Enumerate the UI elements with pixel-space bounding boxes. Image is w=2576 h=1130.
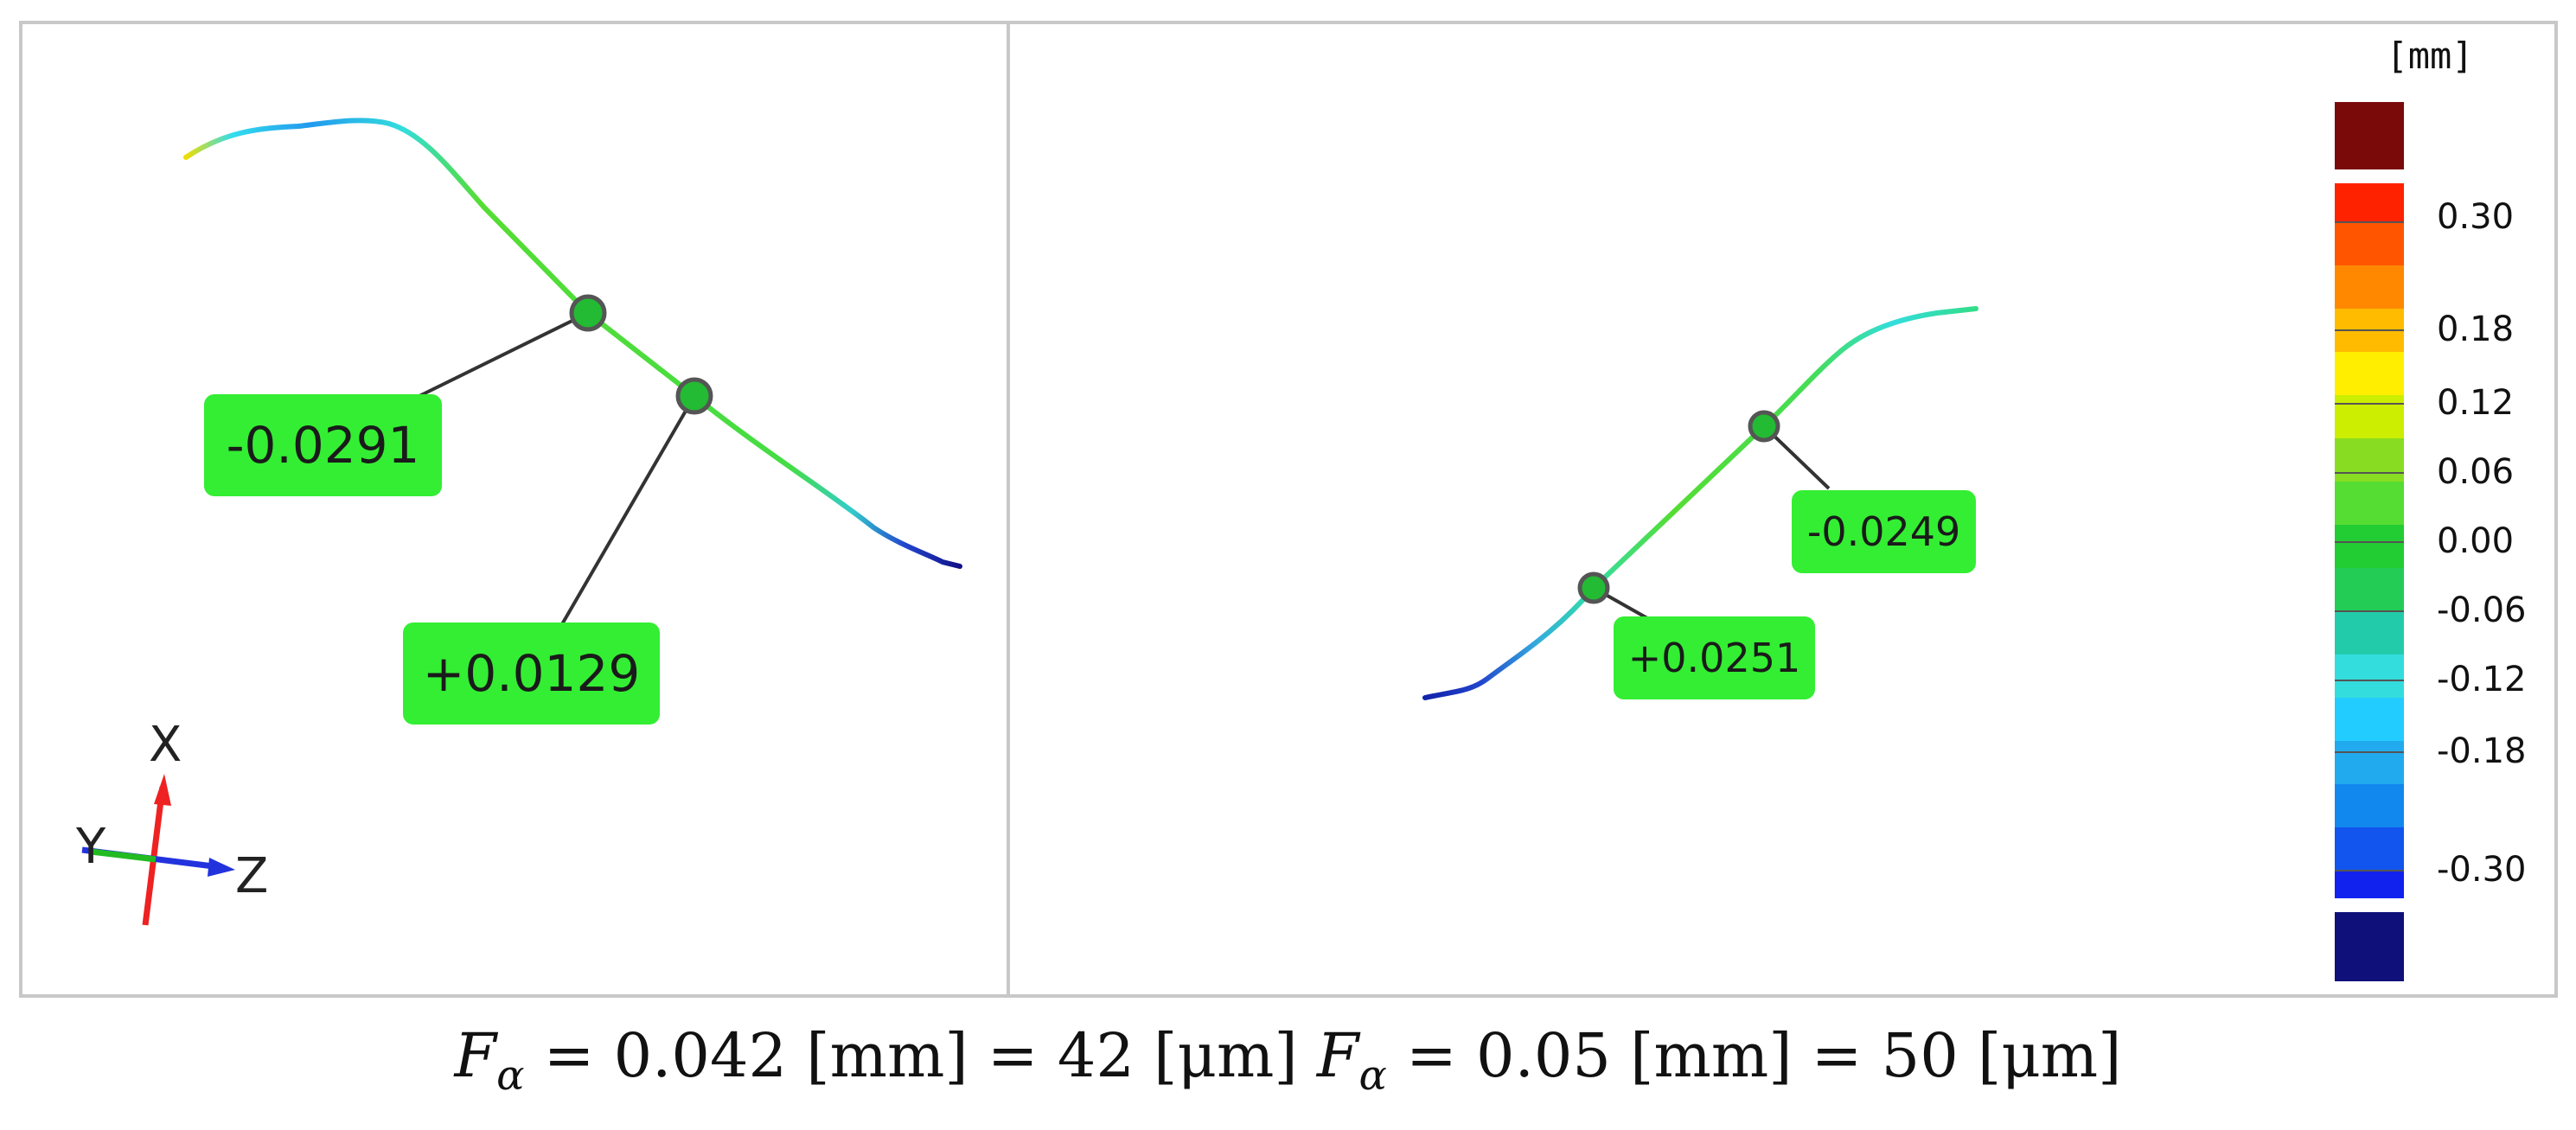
legend-tick-label: -0.18 (2437, 731, 2527, 771)
legend-tick-label: -0.30 (2437, 850, 2527, 890)
legend-over-range-swatch (2335, 102, 2404, 169)
caption-left-value: = 0.042 [mm] = 42 [μm] (524, 1020, 1298, 1091)
figure-caption: Fα = 0.042 [mm] = 42 [μm] Fα = 0.05 [mm]… (0, 1020, 2576, 1100)
triad-z-arrowhead (208, 858, 235, 877)
caption-left-symbol: Fα (454, 1020, 525, 1100)
caption-right-symbol: Fα (1316, 1020, 1387, 1100)
legend-tick-marks (2335, 221, 2404, 871)
right-probe-point-bottom[interactable] (1577, 571, 1610, 604)
legend-unit-label: [mm] (2386, 35, 2474, 77)
legend-under-range-swatch (2335, 912, 2404, 981)
left-deviation-label-top[interactable]: -0.0291 (204, 394, 442, 496)
legend-tick-label: 0.30 (2437, 197, 2515, 237)
triad-y-label: Y (75, 819, 106, 875)
triad-x-arrowhead (154, 774, 171, 806)
viewer-frame (19, 21, 2558, 998)
left-probe-point-bottom[interactable] (675, 377, 713, 415)
right-deviation-label-bottom[interactable]: +0.0251 (1614, 616, 1815, 699)
triad-x-label: X (149, 717, 182, 773)
view-divider (1007, 21, 1010, 998)
left-probe-point-top[interactable] (569, 294, 607, 332)
left-leader-line-top (419, 311, 589, 398)
triad-z-label: Z (235, 848, 268, 904)
axis-triad: X Y Z (75, 717, 268, 926)
legend-tick-label: 0.00 (2437, 521, 2515, 561)
right-probe-point-top[interactable] (1748, 410, 1780, 443)
legend-tick-label: 0.12 (2437, 383, 2515, 423)
caption-right-value: = 0.05 [mm] = 50 [μm] (1386, 1020, 2122, 1091)
legend-color-bands (2335, 183, 2404, 898)
left-profile-curve (183, 118, 962, 569)
legend-tick-label: -0.06 (2437, 591, 2527, 630)
left-deviation-label-bottom[interactable]: +0.0129 (403, 622, 660, 725)
right-deviation-label-top[interactable]: -0.0249 (1792, 490, 1976, 573)
legend-tick-label: 0.06 (2437, 452, 2515, 492)
color-legend (2335, 102, 2404, 981)
legend-tick-label: 0.18 (2437, 310, 2515, 349)
left-leader-line-bottom (560, 394, 696, 626)
triad-y-axis (90, 848, 157, 863)
legend-tick-label: -0.12 (2437, 660, 2527, 699)
